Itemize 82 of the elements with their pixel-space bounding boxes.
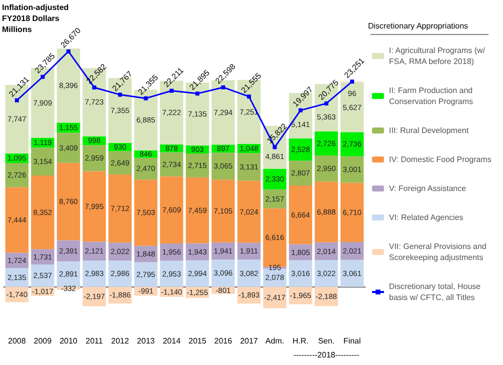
legend-label: VII: General Provisions and Scorekeeping adjustments <box>389 242 489 262</box>
x-tick-label: 2012 <box>111 336 130 346</box>
bar <box>186 177 209 244</box>
bar <box>82 260 106 287</box>
legend-label: Discretionary total, House basis w/ CFTC, all Titles <box>389 282 483 302</box>
x-tick-label: 2009 <box>34 336 52 346</box>
bar <box>212 152 235 180</box>
bar <box>31 249 54 264</box>
bar <box>108 260 132 287</box>
bar <box>314 131 338 156</box>
x-tick-label: 2015 <box>188 336 207 346</box>
x-tick-label: 2010 <box>60 336 78 346</box>
x-tick-label: 2017 <box>240 336 258 346</box>
bar <box>108 174 132 243</box>
point <box>66 49 70 54</box>
point <box>272 145 277 150</box>
bar <box>314 182 338 242</box>
point <box>92 85 96 90</box>
point <box>298 108 303 112</box>
legend-label: VI: Related Agencies <box>389 213 464 222</box>
x-tick-label: H.R. <box>292 336 309 346</box>
bar <box>82 286 106 306</box>
point <box>144 96 148 100</box>
x-tick-label: Sen. <box>318 336 335 346</box>
bar <box>134 262 158 287</box>
text: ---------2018--------- <box>293 350 360 360</box>
bar <box>237 180 261 243</box>
bar <box>288 160 312 186</box>
x-tick-label: 2008 <box>8 336 26 346</box>
bar <box>212 260 235 287</box>
x-tick-label: 2016 <box>214 336 233 346</box>
bar <box>340 182 364 242</box>
x-tick-label: 2014 <box>162 336 182 346</box>
bar <box>82 242 106 261</box>
bar <box>82 145 106 172</box>
bar <box>56 240 80 262</box>
bar <box>237 153 261 181</box>
legend-title: Discretionary Appropriations <box>368 22 468 30</box>
x-tick-label: 2011 <box>86 336 104 346</box>
bar <box>340 132 364 156</box>
legend-label: I: Agricultural Programs (w/ FSA, RMA before 2018) <box>389 46 488 66</box>
bar <box>82 171 106 242</box>
legend-label: III: Rural Development <box>389 126 470 135</box>
bar <box>314 156 338 182</box>
bar <box>288 260 312 287</box>
bar <box>5 163 28 188</box>
legend-label: II: Farm Production and Conservation Programs <box>389 86 475 106</box>
point <box>350 80 354 84</box>
bar <box>31 148 54 176</box>
bar <box>340 260 364 287</box>
point <box>324 101 328 106</box>
bar <box>237 260 261 287</box>
bar <box>31 175 54 250</box>
legend-label: IV: Domestic Food Programs <box>389 155 492 164</box>
bar <box>212 180 235 242</box>
bar <box>186 153 209 178</box>
bar <box>314 260 338 287</box>
bar <box>56 162 80 240</box>
bar <box>56 48 80 123</box>
bar <box>263 189 286 208</box>
bar <box>340 156 364 183</box>
x-tick-label: Final <box>343 336 361 346</box>
point <box>221 85 226 90</box>
bar <box>5 187 28 253</box>
bar <box>134 158 158 180</box>
bar <box>160 176 184 244</box>
y-axis-title: Inflation-adjusted FY2018 Dollars Millions <box>2 3 69 34</box>
point <box>14 98 19 102</box>
bar <box>186 260 209 287</box>
point <box>170 88 174 93</box>
bar <box>56 132 80 163</box>
point <box>195 92 200 96</box>
point <box>246 94 251 99</box>
bar <box>31 264 54 287</box>
bar <box>288 185 312 244</box>
point <box>118 92 122 97</box>
x-tick-label: 2013 <box>136 336 156 346</box>
bar <box>134 180 158 246</box>
x-tick-label: Adm. <box>265 336 284 346</box>
legend-label: V: Foreign Assistance <box>389 184 467 193</box>
point <box>40 74 45 79</box>
bar <box>160 152 184 176</box>
